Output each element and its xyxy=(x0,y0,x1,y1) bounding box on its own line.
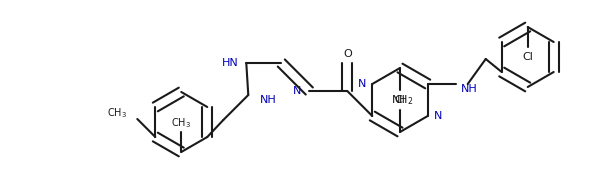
Text: O: O xyxy=(343,49,352,59)
Text: HN: HN xyxy=(222,58,238,68)
Text: Cl: Cl xyxy=(523,52,533,62)
Text: N: N xyxy=(433,111,442,121)
Text: CH$_3$: CH$_3$ xyxy=(107,106,127,120)
Text: N: N xyxy=(358,79,367,89)
Text: NH$_2$: NH$_2$ xyxy=(391,93,414,107)
Text: NH: NH xyxy=(260,95,277,105)
Text: Cl: Cl xyxy=(394,95,405,105)
Text: N: N xyxy=(293,86,301,96)
Text: CH$_3$: CH$_3$ xyxy=(172,116,191,130)
Text: NH: NH xyxy=(461,84,477,94)
